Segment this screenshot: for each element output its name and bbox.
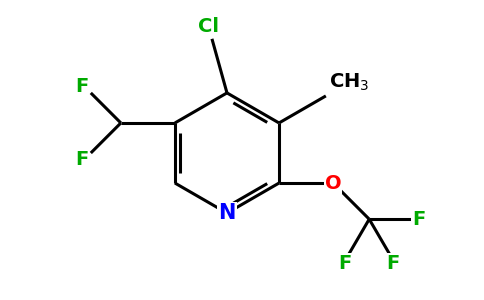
- Text: CH$_3$: CH$_3$: [329, 72, 369, 93]
- Text: Cl: Cl: [198, 17, 219, 36]
- Text: F: F: [75, 77, 89, 96]
- Text: O: O: [325, 173, 341, 193]
- Text: F: F: [387, 254, 400, 272]
- Text: F: F: [338, 254, 352, 272]
- Text: F: F: [412, 210, 425, 229]
- Text: N: N: [218, 203, 236, 223]
- Text: F: F: [75, 149, 89, 169]
